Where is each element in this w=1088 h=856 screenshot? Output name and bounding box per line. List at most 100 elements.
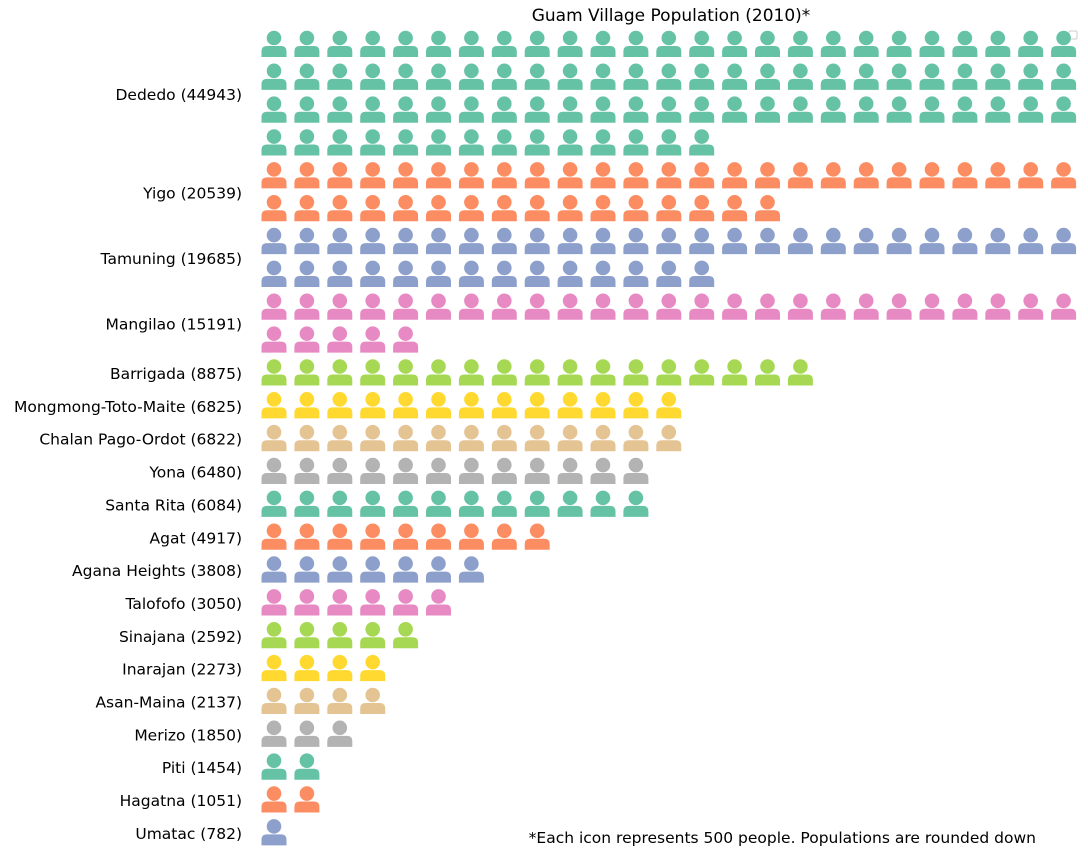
- person-icon: [524, 227, 550, 255]
- person-icon: [590, 194, 616, 222]
- person-icon: [294, 392, 320, 419]
- person-icon: [327, 457, 353, 485]
- person-icon: [491, 260, 517, 287]
- person-icon: [1051, 293, 1077, 320]
- person-icon: [458, 457, 484, 485]
- person-icon: [393, 162, 419, 189]
- person-icon: [590, 359, 616, 386]
- person-icon: [590, 392, 616, 419]
- person-icon: [755, 227, 780, 255]
- person-icon: [853, 63, 879, 90]
- person-icon: [787, 63, 813, 90]
- village-label: Santa Rita (6084): [105, 496, 242, 514]
- person-icon: [261, 490, 287, 517]
- person-icon: [557, 162, 583, 189]
- person-icon: [656, 359, 682, 386]
- person-icon: [557, 96, 583, 123]
- person-icon: [458, 96, 484, 123]
- person-icon: [623, 490, 649, 517]
- person-icon: [722, 30, 748, 57]
- person-icon: [261, 457, 287, 485]
- person-icon: [689, 162, 715, 189]
- person-icon: [294, 753, 320, 780]
- person-icon: [360, 293, 386, 320]
- person-icon: [656, 424, 682, 452]
- person-icon: [458, 523, 484, 550]
- person-icon: [458, 30, 484, 57]
- person-icon: [820, 162, 846, 189]
- person-icon: [590, 293, 616, 320]
- village-label: Agana Heights (3808): [72, 562, 242, 580]
- person-icon: [557, 63, 583, 90]
- person-icon: [557, 392, 583, 419]
- person-icon: [426, 162, 451, 189]
- person-icon: [985, 293, 1011, 320]
- person-icon: [623, 96, 649, 123]
- person-icon: [985, 227, 1011, 255]
- icon-grid: [261, 30, 1077, 846]
- person-icon: [886, 30, 912, 57]
- person-icon: [393, 622, 419, 649]
- person-icon: [590, 424, 616, 452]
- person-icon: [393, 523, 419, 550]
- person-icon: [294, 523, 320, 550]
- person-icon: [261, 556, 287, 583]
- person-icon: [261, 392, 287, 419]
- person-icon: [426, 392, 451, 419]
- person-icon: [524, 162, 550, 189]
- person-icon: [656, 162, 682, 189]
- person-icon: [458, 392, 484, 419]
- person-icon: [524, 457, 550, 485]
- person-icon: [689, 96, 715, 123]
- person-icon: [919, 30, 945, 57]
- person-icon: [755, 359, 780, 386]
- person-icon: [590, 129, 616, 156]
- person-icon: [458, 359, 484, 386]
- person-icon: [623, 63, 649, 90]
- person-icon: [491, 359, 517, 386]
- person-icon: [952, 227, 978, 255]
- person-icon: [952, 63, 978, 90]
- person-icon: [722, 293, 748, 320]
- person-icon: [261, 424, 287, 452]
- person-icon: [360, 687, 386, 714]
- person-icon: [294, 457, 320, 485]
- person-icon: [623, 359, 649, 386]
- person-icon: [327, 556, 353, 583]
- person-icon: [952, 96, 978, 123]
- person-icon: [261, 359, 287, 386]
- person-icon: [557, 30, 583, 57]
- person-icon: [294, 293, 320, 320]
- person-icon: [458, 293, 484, 320]
- person-icon: [261, 589, 287, 616]
- person-icon: [919, 63, 945, 90]
- person-icon: [360, 260, 386, 287]
- person-icon: [261, 194, 287, 222]
- person-icon: [820, 227, 846, 255]
- person-icon: [787, 293, 813, 320]
- person-icon: [524, 129, 550, 156]
- person-icon: [820, 30, 846, 57]
- person-icon: [952, 30, 978, 57]
- person-icon: [261, 753, 287, 780]
- person-icon: [491, 30, 517, 57]
- person-icon: [590, 162, 616, 189]
- person-icon: [426, 490, 451, 517]
- person-icon: [590, 490, 616, 517]
- person-icon: [491, 194, 517, 222]
- person-icon: [557, 194, 583, 222]
- person-icon: [393, 589, 419, 616]
- person-icon: [656, 260, 682, 287]
- person-icon: [261, 260, 287, 287]
- person-icon: [985, 63, 1011, 90]
- village-label: Mangilao (15191): [106, 316, 242, 334]
- person-icon: [722, 227, 748, 255]
- person-icon: [853, 162, 879, 189]
- person-icon: [1051, 96, 1077, 123]
- person-icon: [393, 30, 419, 57]
- person-icon: [426, 293, 451, 320]
- person-icon: [656, 392, 682, 419]
- person-icon: [294, 589, 320, 616]
- person-icon: [590, 30, 616, 57]
- person-icon: [327, 194, 353, 222]
